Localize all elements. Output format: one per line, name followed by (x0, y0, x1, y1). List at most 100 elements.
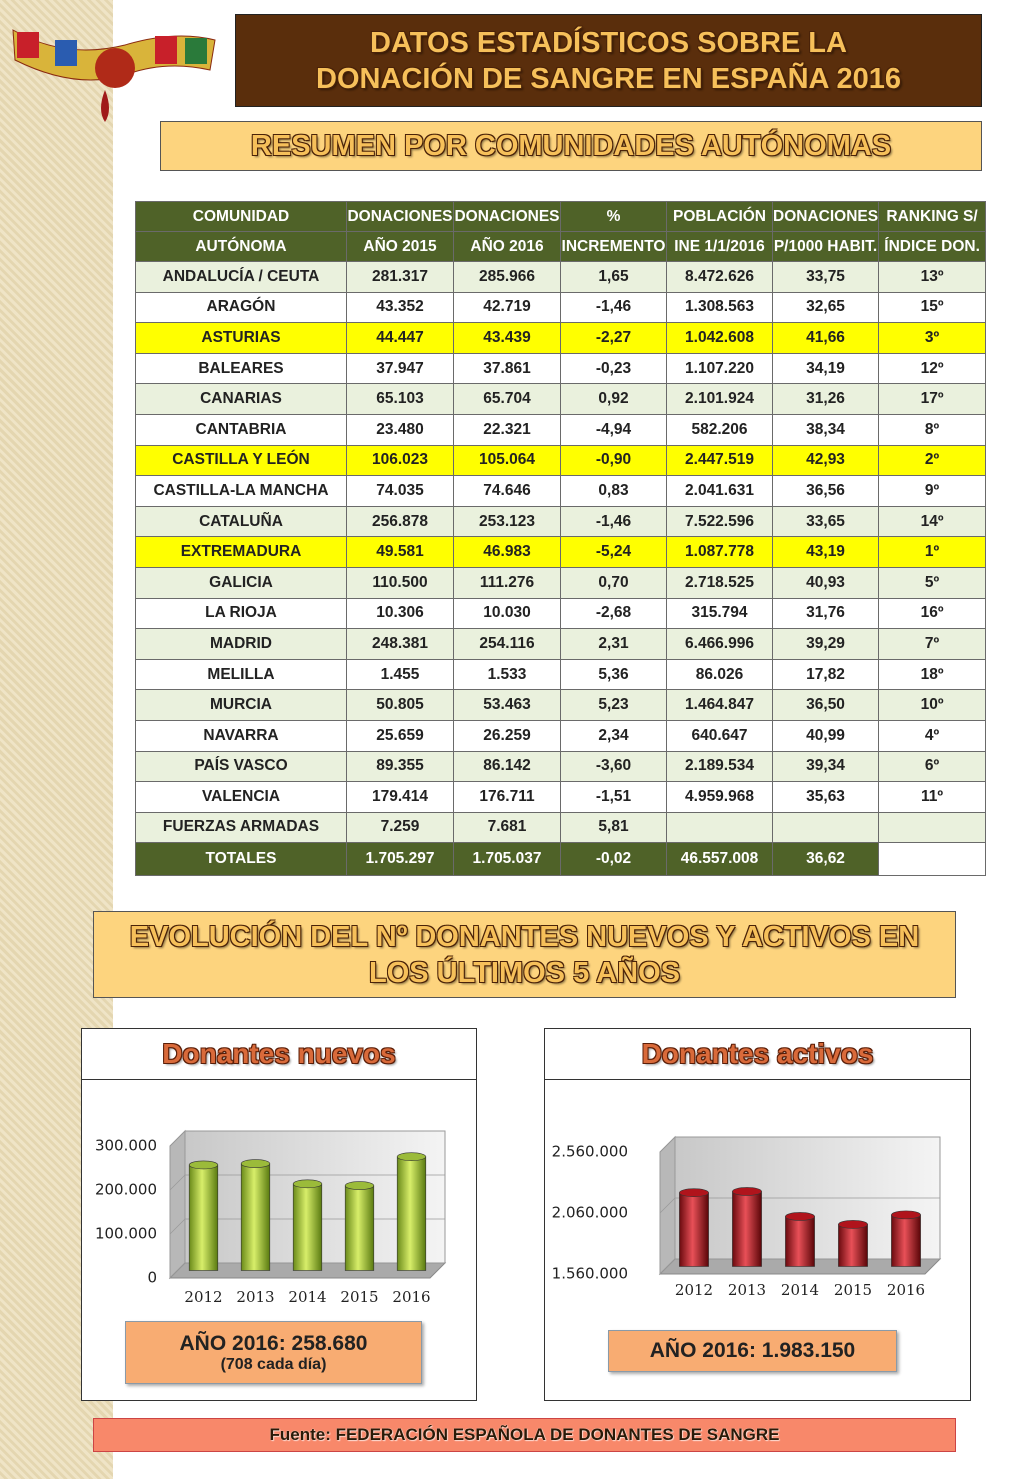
table-cell: 5º (878, 566, 987, 599)
table-row: ARAGÓN 43.352 42.719 -1,46 1.308.563 32,65 15º (135, 291, 987, 324)
table-cell: 0,92 (560, 383, 667, 415)
table-row: PAÍS VASCO 89.355 86.142 -3,60 2.189.534 39,3… (135, 750, 987, 783)
table-row: AUTÓNOMA AÑO 2015 AÑO 2016 INCREMENTO INE 1/… (135, 231, 987, 262)
annotation-line: AÑO 2016: 1.983.150 (649, 1339, 856, 1362)
table-cell: 1,65 (560, 261, 667, 293)
table-cell: 44.447 (346, 322, 454, 354)
table-cell: INCREMENTO (560, 231, 667, 262)
table-cell: 31,26 (771, 383, 880, 415)
table-cell: 4º (878, 719, 987, 752)
annotation: AÑO 2016: 1.983.150 (608, 1330, 897, 1372)
table-cell: AUTÓNOMA (135, 231, 347, 262)
table-cell: -0,02 (560, 842, 667, 877)
table-cell: CANTABRIA (135, 413, 347, 446)
table-cell: 39,34 (771, 750, 880, 783)
table-cell: 5,23 (560, 689, 667, 721)
table-cell: 111.276 (453, 566, 561, 599)
table-row: ASTURIAS 44.447 43.439 -2,27 1.042.608 41,66 3… (135, 322, 987, 354)
table-cell: 43.352 (346, 291, 454, 324)
source: Fuente: FEDERACIÓN ESPAÑOLA DE DONANTES … (93, 1418, 956, 1452)
table-cell: LA RIOJA (135, 597, 347, 630)
table-cell: 6.466.996 (666, 628, 773, 660)
table-cell: 1º (878, 536, 987, 568)
table-cell: AÑO 2015 (346, 231, 454, 262)
table-cell: 2º (878, 444, 987, 477)
table-cell: CASTILLA Y LEÓN (135, 444, 347, 477)
table-row: ANDALUCÍA / CEUTA 281.317 285.966 1,65 8.472… (135, 261, 987, 293)
table-cell: P/1000 HABIT. (771, 231, 880, 262)
table-cell: 110.500 (346, 566, 454, 599)
table-row: MELILLA 1.455 1.533 5,36 86.026 17,82 18º (135, 658, 987, 691)
table-row: FUERZAS ARMADAS 7.259 7.681 5,81 (135, 811, 987, 844)
table-cell: MURCIA (135, 689, 347, 721)
table-cell: 7.259 (346, 811, 454, 844)
table-cell: 2,31 (560, 628, 667, 660)
table-cell: 253.123 (453, 505, 561, 538)
table-row: NAVARRA 25.659 26.259 2,34 640.647 40,99 4º (135, 719, 987, 752)
table-cell: EXTREMADURA (135, 536, 347, 568)
table-cell: 43.439 (453, 322, 561, 354)
table-cell: 36,56 (771, 475, 880, 507)
table-cell: 32,65 (771, 291, 880, 324)
table-cell: -1,51 (560, 781, 667, 813)
table-cell: 37.947 (346, 352, 454, 385)
table-cell: 254.116 (453, 628, 561, 660)
table-cell: 256.878 (346, 505, 454, 538)
table-row: MURCIA 50.805 53.463 5,23 1.464.847 36,50 10º (135, 689, 987, 721)
table-cell: ARAGÓN (135, 291, 347, 324)
table-cell: 15º (878, 291, 987, 324)
table-cell: 0,70 (560, 566, 667, 599)
table-cell: RANKING S/ (878, 201, 987, 232)
table-cell: 10.030 (453, 597, 561, 630)
table-row: BALEARES 37.947 37.861 -0,23 1.107.220 34,19 1… (135, 352, 987, 385)
table-cell: -2,27 (560, 322, 667, 354)
table-cell (878, 811, 987, 844)
table-cell: 1.705.037 (453, 842, 561, 877)
table-cell (666, 811, 773, 844)
table-cell: ASTURIAS (135, 322, 347, 354)
table-cell: 4.959.968 (666, 781, 773, 813)
table-cell: 23.480 (346, 413, 454, 446)
table-cell: ÍNDICE DON. (878, 231, 987, 262)
table-cell: 8.472.626 (666, 261, 773, 293)
table-cell: 12º (878, 352, 987, 385)
table-cell: 37.861 (453, 352, 561, 385)
table-row: CASTILLA Y LEÓN 106.023 105.064 -0,90 2.447.… (135, 444, 987, 477)
table-cell: 1.464.847 (666, 689, 773, 721)
section-line: LOS ÚLTIMOS 5 AÑOS (369, 956, 680, 989)
table-cell: 285.966 (453, 261, 561, 293)
annotation: AÑO 2016: 258.680 (708 cada día) (125, 1321, 422, 1384)
table-cell: 42,93 (771, 444, 880, 477)
table-cell: 1.107.220 (666, 352, 773, 385)
annotation-line: (708 cada día) (220, 1355, 327, 1373)
table-cell: 74.035 (346, 475, 454, 507)
table-cell: CATALUÑA (135, 505, 347, 538)
table-cell: -0,23 (560, 352, 667, 385)
table-cell: 16º (878, 597, 987, 630)
chart-title: Donantes activos (544, 1028, 971, 1080)
table-cell: 10º (878, 689, 987, 721)
table-cell: VALENCIA (135, 781, 347, 813)
table-cell: 36,62 (771, 842, 880, 877)
table-cell: GALICIA (135, 566, 347, 599)
table-cell: AÑO 2016 (453, 231, 561, 262)
table-row: TOTALES 1.705.297 1.705.037 -0,02 46.557.008… (135, 842, 987, 877)
table-row: CATALUÑA 256.878 253.123 -1,46 7.522.596 33,6… (135, 505, 987, 538)
table-row: EXTREMADURA 49.581 46.983 -5,24 1.087.778 43,… (135, 536, 987, 568)
table-cell: NAVARRA (135, 719, 347, 752)
table-cell: 65.103 (346, 383, 454, 415)
main-title: DATOS ESTADÍSTICOS SOBRE LA DONACIÓN DE S… (235, 14, 982, 107)
table-cell: DONACIONES (771, 201, 880, 232)
table-row: GALICIA 110.500 111.276 0,70 2.718.525 40,93 5… (135, 566, 987, 599)
table-cell: 582.206 (666, 413, 773, 446)
table-cell: 5,81 (560, 811, 667, 844)
table-cell: 42.719 (453, 291, 561, 324)
table-cell: 7º (878, 628, 987, 660)
table-cell: 38,34 (771, 413, 880, 446)
table-row: LA RIOJA 10.306 10.030 -2,68 315.794 31,76 16º (135, 597, 987, 630)
table-cell: 86.026 (666, 658, 773, 691)
table-cell: 2.101.924 (666, 383, 773, 415)
table-cell (771, 811, 880, 844)
table-cell: 315.794 (666, 597, 773, 630)
